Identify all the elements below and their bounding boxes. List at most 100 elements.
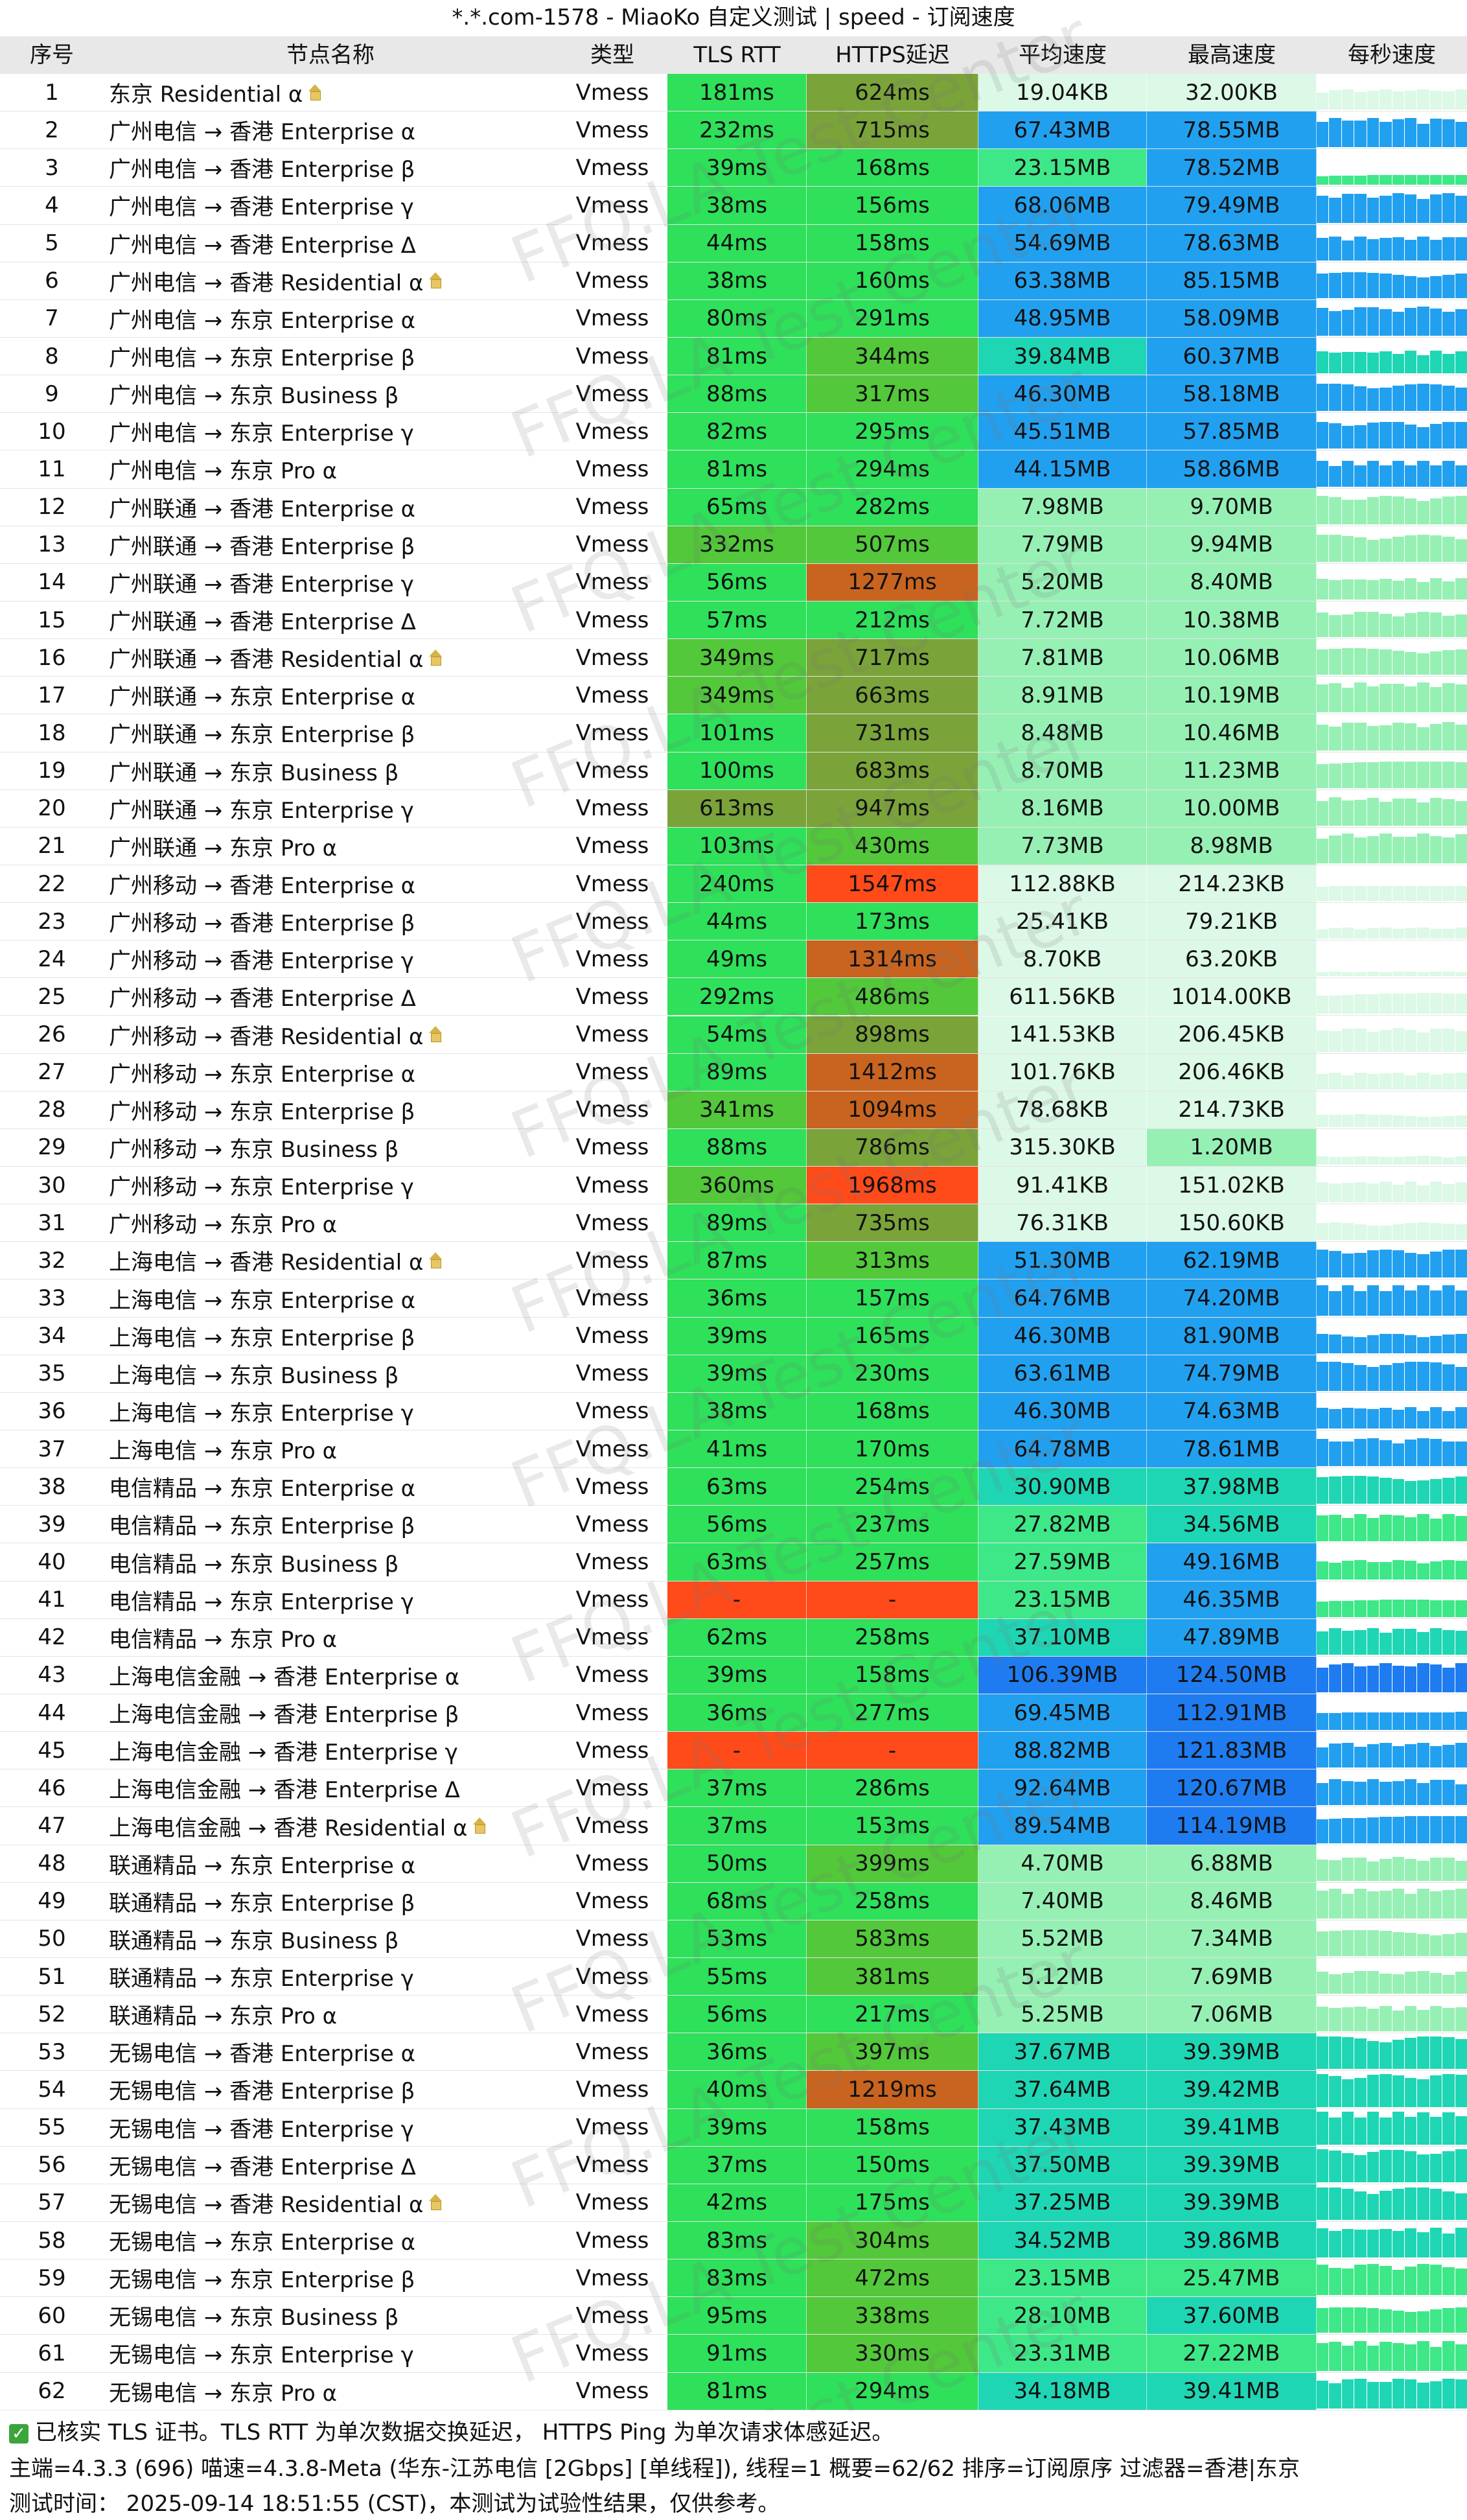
table-row[interactable]: 6 广州电信 → 香港 Residential α Vmess 38ms 160ms 63… (0, 262, 1467, 300)
table-row[interactable]: 21 广州联通 → 东京 Pro α Vmess 103ms 430ms 7.73MB 8.… (0, 827, 1467, 865)
table-row[interactable]: 33 上海电信 → 东京 Enterprise α Vmess 36ms 157ms 64… (0, 1279, 1467, 1318)
table-row[interactable]: 61 无锡电信 → 东京 Enterprise γ Vmess 91ms 330ms 23… (0, 2335, 1467, 2373)
table-row[interactable]: 32 上海电信 → 香港 Residential α Vmess 87ms 313ms 5… (0, 1242, 1467, 1280)
table-row[interactable]: 20 广州联通 → 东京 Enterprise γ Vmess 613ms 947ms 8… (0, 789, 1467, 828)
table-row[interactable]: 14 广州联通 → 香港 Enterprise γ Vmess 56ms 1277ms 5… (0, 563, 1467, 601)
table-row[interactable]: 7 广州电信 → 东京 Enterprise α Vmess 80ms 291ms 48.… (0, 299, 1467, 338)
sparkline-bar (1380, 1712, 1392, 1731)
table-row[interactable]: 34 上海电信 → 东京 Enterprise β Vmess 39ms 165ms 46… (0, 1317, 1467, 1355)
table-row[interactable]: 1 东京 Residential α Vmess 181ms 624ms 19.04KB 3… (0, 74, 1467, 112)
avg-speed: 106.39MB (1006, 1662, 1118, 1688)
table-row[interactable]: 60 无锡电信 → 东京 Business β Vmess 95ms 338ms 28.1… (0, 2297, 1467, 2335)
table-row[interactable]: 16 广州联通 → 香港 Residential α Vmess 349ms 717ms… (0, 639, 1467, 677)
table-row[interactable]: 57 无锡电信 → 香港 Residential α Vmess 42ms 175ms 3… (0, 2184, 1467, 2222)
sparkline-bar (1329, 1072, 1341, 1090)
table-row[interactable]: 38 电信精品 → 东京 Enterprise α Vmess 63ms 254ms 30… (0, 1468, 1467, 1506)
table-row[interactable]: 46 上海电信金融 → 香港 Enterprise Δ Vmess 37ms 286ms… (0, 1769, 1467, 1808)
https-latency: 898ms (855, 1021, 930, 1048)
table-row[interactable]: 29 广州移动 → 东京 Business β Vmess 88ms 786ms 315.… (0, 1128, 1467, 1167)
table-row[interactable]: 18 广州联通 → 东京 Enterprise β Vmess 101ms 731ms 8… (0, 714, 1467, 752)
node-name: 电信精品 → 东京 Enterprise β (109, 1513, 415, 1540)
table-row[interactable]: 37 上海电信 → 东京 Pro α Vmess 41ms 170ms 64.78MB 78… (0, 1430, 1467, 1469)
col-header-https-latency[interactable]: HTTPS延迟 (835, 42, 950, 68)
table-row[interactable]: 26 广州移动 → 香港 Residential α Vmess 54ms 898ms 1… (0, 1016, 1467, 1054)
table-row[interactable]: 28 广州移动 → 东京 Enterprise β Vmess 341ms 1094ms… (0, 1091, 1467, 1129)
table-row[interactable]: 10 广州电信 → 东京 Enterprise γ Vmess 82ms 295ms 45… (0, 413, 1467, 451)
table-row[interactable]: 4 广州电信 → 香港 Enterprise γ Vmess 38ms 156ms 68.… (0, 187, 1467, 225)
table-row[interactable]: 17 广州联通 → 东京 Enterprise α Vmess 349ms 663ms 8… (0, 677, 1467, 715)
table-row[interactable]: 43 上海电信金融 → 香港 Enterprise α Vmess 39ms 158ms… (0, 1656, 1467, 1694)
col-header-type[interactable]: 类型 (590, 42, 634, 68)
table-row[interactable]: 41 电信精品 → 东京 Enterprise γ Vmess - -23.15MB 46… (0, 1581, 1467, 1619)
table-row[interactable]: 31 广州移动 → 东京 Pro α Vmess 89ms 735ms 76.31KB 15… (0, 1204, 1467, 1242)
table-row[interactable]: 47 上海电信金融 → 香港 Residential α Vmess 37ms 153m… (0, 1807, 1467, 1845)
node-name: 广州联通 → 香港 Enterprise β (109, 533, 415, 560)
table-row[interactable]: 48 联通精品 → 东京 Enterprise α Vmess 50ms 399ms 4.… (0, 1845, 1467, 1883)
node-name-cell: 广州电信 → 香港 Enterprise γ (104, 187, 557, 224)
sparkline-bar (1442, 91, 1455, 110)
sparkline-bar (1455, 724, 1467, 751)
table-row[interactable]: 5 广州电信 → 香港 Enterprise Δ Vmess 44ms 158ms 54.… (0, 224, 1467, 262)
node-name-cell: 无锡电信 → 东京 Enterprise α (104, 2222, 557, 2259)
table-row[interactable]: 49 联通精品 → 东京 Enterprise β Vmess 68ms 258ms 7.… (0, 1882, 1467, 1920)
table-row[interactable]: 51 联通精品 → 东京 Enterprise γ Vmess 55ms 381ms 5.… (0, 1958, 1467, 1996)
col-header-node-name[interactable]: 节点名称 (286, 42, 375, 68)
table-row[interactable]: 22 广州移动 → 香港 Enterprise α Vmess 240ms 1547ms… (0, 865, 1467, 904)
table-row[interactable]: 39 电信精品 → 东京 Enterprise β Vmess 56ms 237ms 27… (0, 1506, 1467, 1544)
table-row[interactable]: 58 无锡电信 → 东京 Enterprise α Vmess 83ms 304ms 34… (0, 2221, 1467, 2260)
avg-speed: 23.31MB (1013, 2340, 1111, 2366)
table-row[interactable]: 59 无锡电信 → 东京 Enterprise β Vmess 83ms 472ms 23… (0, 2259, 1467, 2298)
table-row[interactable]: 44 上海电信金融 → 香港 Enterprise β Vmess 36ms 277ms… (0, 1694, 1467, 1732)
max-speed-cell: 8.98MB (1147, 827, 1317, 865)
sparkline-bar (1417, 2264, 1429, 2296)
table-row[interactable]: 62 无锡电信 → 东京 Pro α Vmess 81ms 294ms 34.18MB 39… (0, 2372, 1467, 2410)
row-index-cell: 34 (0, 1318, 104, 1355)
table-row[interactable]: 35 上海电信 → 东京 Business β Vmess 39ms 230ms 63.6… (0, 1355, 1467, 1393)
sparkline-bar (1341, 2112, 1354, 2145)
table-row[interactable]: 19 广州联通 → 东京 Business β Vmess 100ms 683ms 8.7… (0, 752, 1467, 790)
per-second-speed-sparkline (1317, 1807, 1467, 1844)
table-row[interactable]: 11 广州电信 → 东京 Pro α Vmess 81ms 294ms 44.15MB 58… (0, 450, 1467, 489)
table-row[interactable]: 52 联通精品 → 东京 Pro α Vmess 56ms 217ms 5.25MB 7.0… (0, 1996, 1467, 2034)
table-row[interactable]: 56 无锡电信 → 香港 Enterprise Δ Vmess 37ms 150ms 37… (0, 2146, 1467, 2184)
col-header-tls-rtt[interactable]: TLS RTT (693, 42, 781, 68)
table-row[interactable]: 55 无锡电信 → 香港 Enterprise γ Vmess 39ms 158ms 37… (0, 2108, 1467, 2147)
table-row[interactable]: 27 广州移动 → 东京 Enterprise α Vmess 89ms 1412ms 1… (0, 1053, 1467, 1091)
col-header-avg-speed[interactable]: 平均速度 (1019, 42, 1107, 68)
table-row[interactable]: 42 电信精品 → 东京 Pro α Vmess 62ms 258ms 37.10MB 47… (0, 1618, 1467, 1657)
table-row[interactable]: 53 无锡电信 → 香港 Enterprise α Vmess 36ms 397ms 37… (0, 2033, 1467, 2071)
table-row[interactable]: 13 广州联通 → 香港 Enterprise β Vmess 332ms 507ms 7… (0, 526, 1467, 564)
node-name-cell: 无锡电信 → 香港 Residential α (104, 2184, 557, 2221)
col-header-index[interactable]: 序号 (30, 42, 74, 68)
sparkline-bar (1442, 1815, 1455, 1843)
table-row[interactable]: 2 广州电信 → 香港 Enterprise α Vmess 232ms 715ms 67… (0, 111, 1467, 150)
sparkline-bar (1404, 2151, 1417, 2182)
sparkline-bar (1380, 2382, 1392, 2409)
col-header-max-speed[interactable]: 最高速度 (1188, 42, 1276, 68)
sparkline-bar (1329, 2007, 1341, 2032)
sparkline-bar (1380, 762, 1392, 788)
sparkline-bar (1429, 1029, 1442, 1052)
col-header-per-second-speed[interactable]: 每秒速度 (1348, 42, 1436, 68)
table-row[interactable]: 54 无锡电信 → 香港 Enterprise β Vmess 40ms 1219ms 3… (0, 2071, 1467, 2109)
max-speed-cell: 112.91MB (1147, 1694, 1317, 1732)
table-row[interactable]: 40 电信精品 → 东京 Business β Vmess 63ms 257ms 27.5… (0, 1543, 1467, 1581)
avg-speed-cell: 37.64MB (978, 2071, 1147, 2108)
table-row[interactable]: 12 广州联通 → 香港 Enterprise α Vmess 65ms 282ms 7.… (0, 488, 1467, 526)
https-latency: 486ms (855, 983, 930, 1010)
https-latency: 158ms (855, 1662, 930, 1688)
table-row[interactable]: 8 广州电信 → 东京 Enterprise β Vmess 81ms 344ms 39.… (0, 337, 1467, 376)
table-row[interactable]: 24 广州移动 → 香港 Enterprise γ Vmess 49ms 1314ms 8… (0, 940, 1467, 979)
table-row[interactable]: 25 广州移动 → 香港 Enterprise Δ Vmess 292ms 486ms 6… (0, 978, 1467, 1016)
table-row[interactable]: 45 上海电信金融 → 香港 Enterprise γ Vmess - -88.82MB… (0, 1732, 1467, 1770)
per-second-speed-sparkline (1317, 225, 1467, 262)
table-row[interactable]: 15 广州联通 → 香港 Enterprise Δ Vmess 57ms 212ms 7.… (0, 601, 1467, 640)
table-row[interactable]: 36 上海电信 → 东京 Enterprise γ Vmess 38ms 168ms 46… (0, 1392, 1467, 1431)
table-row[interactable]: 3 广州电信 → 香港 Enterprise β Vmess 39ms 168ms 23.… (0, 149, 1467, 187)
table-row[interactable]: 30 广州移动 → 东京 Enterprise γ Vmess 360ms 1968ms… (0, 1167, 1467, 1205)
table-row[interactable]: 50 联通精品 → 东京 Business β Vmess 53ms 583ms 5.52… (0, 1920, 1467, 1958)
https-latency-cell: 430ms (807, 827, 978, 865)
node-type: Vmess (575, 1737, 649, 1764)
table-row[interactable]: 23 广州移动 → 香港 Enterprise β Vmess 44ms 173ms 25… (0, 903, 1467, 941)
table-row[interactable]: 9 广州电信 → 东京 Business β Vmess 88ms 317ms 46.30… (0, 375, 1467, 414)
